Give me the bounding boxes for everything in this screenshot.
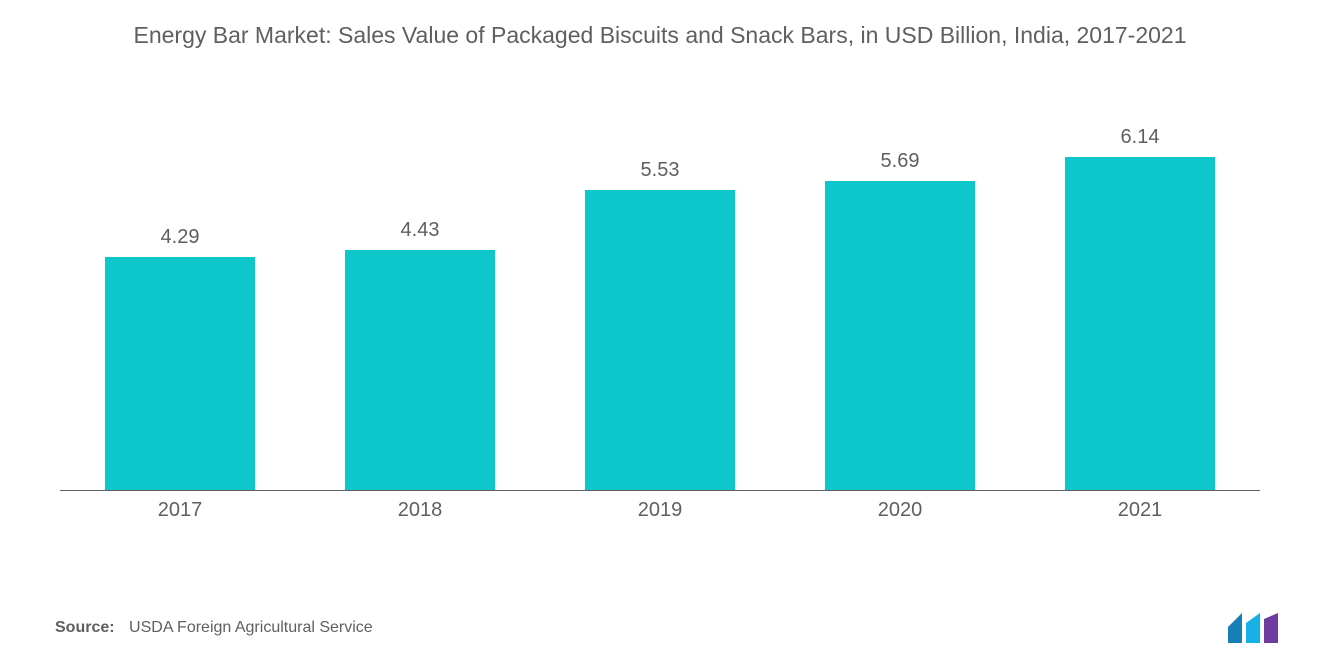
plot-area: 4.29 4.43 5.53 5.69 6.14 bbox=[60, 111, 1260, 491]
bar-group-2020: 5.69 bbox=[780, 111, 1020, 490]
x-label: 2017 bbox=[60, 499, 300, 522]
x-axis-labels: 2017 2018 2019 2020 2021 bbox=[60, 499, 1260, 522]
source-text: USDA Foreign Agricultural Service bbox=[129, 619, 373, 636]
bar-2020 bbox=[825, 181, 975, 490]
source-label: Source: bbox=[55, 619, 115, 636]
logo-bar-1 bbox=[1228, 613, 1242, 643]
bar-group-2018: 4.43 bbox=[300, 111, 540, 490]
x-label: 2020 bbox=[780, 499, 1020, 522]
bar-value-label: 4.29 bbox=[161, 226, 200, 249]
bar-group-2019: 5.53 bbox=[540, 111, 780, 490]
logo-bar-3 bbox=[1264, 613, 1278, 643]
bar-group-2017: 4.29 bbox=[60, 111, 300, 490]
logo-bar-2 bbox=[1246, 613, 1260, 643]
x-label: 2021 bbox=[1020, 499, 1260, 522]
brand-logo-icon bbox=[1228, 613, 1282, 643]
chart-title: Energy Bar Market: Sales Value of Packag… bbox=[110, 20, 1210, 51]
bar-2017 bbox=[105, 257, 255, 490]
chart-container: Energy Bar Market: Sales Value of Packag… bbox=[0, 0, 1320, 665]
bar-value-label: 5.53 bbox=[641, 159, 680, 182]
bar-2018 bbox=[345, 250, 495, 490]
bar-group-2021: 6.14 bbox=[1020, 111, 1260, 490]
bar-2019 bbox=[585, 190, 735, 490]
source-row: Source: USDA Foreign Agricultural Servic… bbox=[55, 619, 373, 637]
bar-2021 bbox=[1065, 157, 1215, 490]
bar-value-label: 5.69 bbox=[881, 150, 920, 173]
x-label: 2018 bbox=[300, 499, 540, 522]
bar-value-label: 4.43 bbox=[401, 219, 440, 242]
x-label: 2019 bbox=[540, 499, 780, 522]
bar-value-label: 6.14 bbox=[1121, 126, 1160, 149]
